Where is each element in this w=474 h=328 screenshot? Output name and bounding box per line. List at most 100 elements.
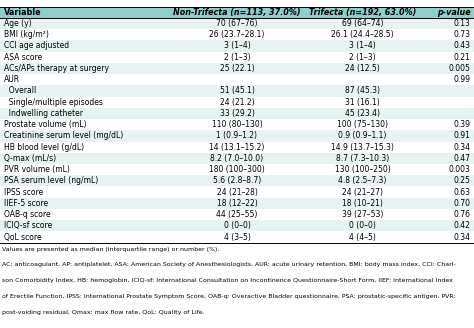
Text: 18 (12–22): 18 (12–22)	[217, 199, 257, 208]
Bar	[0, 164, 474, 175]
Bar	[0, 119, 474, 130]
Text: 0.42: 0.42	[453, 221, 470, 230]
Text: IPSS score: IPSS score	[4, 188, 43, 196]
Text: 18 (10–21): 18 (10–21)	[342, 199, 383, 208]
Text: 0.34: 0.34	[453, 143, 470, 152]
Text: Age (y): Age (y)	[4, 19, 31, 28]
Text: 70 (67–76): 70 (67–76)	[216, 19, 258, 28]
Text: 8.2 (7.0–10.0): 8.2 (7.0–10.0)	[210, 154, 264, 163]
Text: 2 (1–3): 2 (1–3)	[349, 53, 376, 62]
Text: 0.9 (0.9–1.1): 0.9 (0.9–1.1)	[338, 132, 387, 140]
Bar	[0, 141, 474, 153]
Bar	[0, 51, 474, 63]
Text: 69 (64–74): 69 (64–74)	[342, 19, 383, 28]
Bar	[0, 96, 474, 108]
Bar	[0, 63, 474, 74]
Text: 0.99: 0.99	[453, 75, 470, 84]
Text: 0.47: 0.47	[453, 154, 470, 163]
Bar	[0, 153, 474, 164]
Bar	[0, 130, 474, 141]
Text: QoL score: QoL score	[4, 233, 41, 242]
Text: 0.91: 0.91	[453, 132, 470, 140]
Text: AC: anticoagulant, AP: antiplatelet, ASA: American Society of Anesthesiologists,: AC: anticoagulant, AP: antiplatelet, ASA…	[2, 262, 456, 267]
Text: 0.70: 0.70	[453, 199, 470, 208]
Text: CCI age adjusted: CCI age adjusted	[4, 41, 69, 51]
Bar	[0, 40, 474, 51]
Text: 26 (23.7–28.1): 26 (23.7–28.1)	[210, 30, 264, 39]
Text: Creatinine serum level (mg/dL): Creatinine serum level (mg/dL)	[4, 132, 123, 140]
Text: 14.9 (13.7–15.3): 14.9 (13.7–15.3)	[331, 143, 394, 152]
Text: 4 (3–5): 4 (3–5)	[224, 233, 250, 242]
Bar	[0, 175, 474, 187]
Text: 4.8 (2.5–7.3): 4.8 (2.5–7.3)	[338, 176, 387, 185]
Bar	[0, 232, 474, 243]
Text: 24 (21–28): 24 (21–28)	[217, 188, 257, 196]
Text: 0.34: 0.34	[453, 233, 470, 242]
Text: Overall: Overall	[4, 86, 36, 95]
Text: 44 (25–55): 44 (25–55)	[216, 210, 258, 219]
Bar	[0, 187, 474, 198]
Text: 0.76: 0.76	[453, 210, 470, 219]
Text: Trifecta (n=192, 63.0%): Trifecta (n=192, 63.0%)	[309, 8, 416, 17]
Text: 100 (75–130): 100 (75–130)	[337, 120, 388, 129]
Text: 130 (100–250): 130 (100–250)	[335, 165, 391, 174]
Bar	[0, 85, 474, 96]
Text: 8.7 (7.3–10.3): 8.7 (7.3–10.3)	[336, 154, 389, 163]
Text: post-voiding residual, Qmax: max flow rate, QoL: Quality of Life.: post-voiding residual, Qmax: max flow ra…	[2, 310, 205, 315]
Text: IIEF-5 score: IIEF-5 score	[4, 199, 48, 208]
Text: son Comorbidity Index, HB: hemoglobin, ICIQ-sf: International Consultation on In: son Comorbidity Index, HB: hemoglobin, I…	[2, 278, 453, 283]
Text: p-value: p-value	[437, 8, 470, 17]
Text: 0.73: 0.73	[453, 30, 470, 39]
Text: 0.25: 0.25	[453, 176, 470, 185]
Text: ASA score: ASA score	[4, 53, 42, 62]
Text: 0.21: 0.21	[454, 53, 470, 62]
Text: 0.005: 0.005	[448, 64, 470, 73]
Text: 5.6 (2.8–8.7): 5.6 (2.8–8.7)	[213, 176, 261, 185]
Text: PSA serum level (ng/mL): PSA serum level (ng/mL)	[4, 176, 98, 185]
Text: BMI (kg/m²): BMI (kg/m²)	[4, 30, 49, 39]
Text: 2 (1–3): 2 (1–3)	[224, 53, 250, 62]
Bar	[0, 18, 474, 29]
Bar	[0, 29, 474, 40]
Bar	[0, 209, 474, 220]
Text: AUR: AUR	[4, 75, 20, 84]
Bar	[0, 74, 474, 85]
Text: 1 (0.9–1.2): 1 (0.9–1.2)	[217, 132, 257, 140]
Text: 0.003: 0.003	[448, 165, 470, 174]
Text: 0 (0–0): 0 (0–0)	[224, 221, 250, 230]
Text: Single/multiple episodes: Single/multiple episodes	[4, 98, 103, 107]
Text: 110 (80–130): 110 (80–130)	[211, 120, 263, 129]
Text: OAB-q score: OAB-q score	[4, 210, 50, 219]
Text: Variable: Variable	[4, 8, 41, 17]
Text: 24 (21–27): 24 (21–27)	[342, 188, 383, 196]
Text: 0.63: 0.63	[453, 188, 470, 196]
Text: 0.39: 0.39	[453, 120, 470, 129]
Text: 87 (45.3): 87 (45.3)	[345, 86, 380, 95]
Text: 39 (27–53): 39 (27–53)	[342, 210, 383, 219]
Bar	[0, 7, 474, 18]
Text: ICIQ-sf score: ICIQ-sf score	[4, 221, 52, 230]
Text: 180 (100–300): 180 (100–300)	[209, 165, 265, 174]
Text: ACs/APs therapy at surgery: ACs/APs therapy at surgery	[4, 64, 109, 73]
Text: HB blood level (g/dL): HB blood level (g/dL)	[4, 143, 84, 152]
Text: 51 (45.1): 51 (45.1)	[219, 86, 255, 95]
Text: 0.43: 0.43	[453, 41, 470, 51]
Text: PVR volume (mL): PVR volume (mL)	[4, 165, 70, 174]
Text: 3 (1–4): 3 (1–4)	[349, 41, 376, 51]
Text: of Erectile Function, IPSS: International Prostate Symptom Score, OAB-q: Overact: of Erectile Function, IPSS: Internationa…	[2, 294, 456, 299]
Text: 33 (29.2): 33 (29.2)	[219, 109, 255, 118]
Text: Values are presented as median (interquartile range) or number (%).: Values are presented as median (interqua…	[2, 247, 220, 252]
Bar	[0, 198, 474, 209]
Text: 0 (0–0): 0 (0–0)	[349, 221, 376, 230]
Text: 26.1 (24.4–28.5): 26.1 (24.4–28.5)	[331, 30, 394, 39]
Text: 3 (1–4): 3 (1–4)	[224, 41, 250, 51]
Text: 31 (16.1): 31 (16.1)	[345, 98, 380, 107]
Bar	[0, 220, 474, 232]
Text: Q-max (mL/s): Q-max (mL/s)	[4, 154, 56, 163]
Text: Non-Trifecta (n=113, 37.0%): Non-Trifecta (n=113, 37.0%)	[173, 8, 301, 17]
Text: Indwelling catheter: Indwelling catheter	[4, 109, 83, 118]
Text: 24 (21.2): 24 (21.2)	[219, 98, 255, 107]
Text: 24 (12.5): 24 (12.5)	[345, 64, 380, 73]
Text: 45 (23.4): 45 (23.4)	[345, 109, 380, 118]
Text: 14 (13.1–15.2): 14 (13.1–15.2)	[210, 143, 264, 152]
